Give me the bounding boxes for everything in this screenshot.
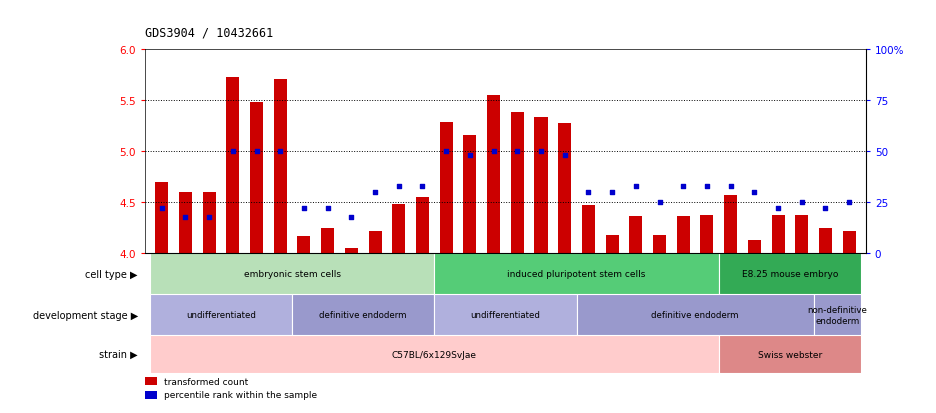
Point bbox=[201, 214, 216, 221]
Point bbox=[272, 148, 287, 155]
Point bbox=[510, 148, 525, 155]
Bar bbox=[534, 118, 548, 254]
Bar bbox=[771, 215, 784, 254]
Text: percentile rank within the sample: percentile rank within the sample bbox=[164, 391, 317, 399]
Bar bbox=[719, 336, 861, 373]
Bar bbox=[155, 183, 168, 254]
Text: C57BL/6x129SvJae: C57BL/6x129SvJae bbox=[392, 350, 476, 358]
Bar bbox=[298, 237, 311, 254]
Bar bbox=[434, 254, 719, 295]
Bar bbox=[842, 231, 856, 254]
Bar bbox=[273, 80, 286, 254]
Bar bbox=[434, 295, 577, 336]
Point bbox=[344, 214, 358, 221]
Bar bbox=[511, 113, 524, 254]
Point bbox=[415, 183, 430, 190]
Bar bbox=[719, 254, 861, 295]
Point bbox=[628, 183, 643, 190]
Text: development stage ▶: development stage ▶ bbox=[33, 310, 138, 320]
Bar bbox=[202, 192, 215, 254]
Point bbox=[439, 148, 454, 155]
Bar bbox=[179, 192, 192, 254]
Point bbox=[297, 206, 312, 212]
Point bbox=[770, 206, 785, 212]
Bar bbox=[392, 205, 405, 254]
Point bbox=[652, 199, 667, 206]
Bar bbox=[150, 295, 292, 336]
Bar bbox=[250, 103, 263, 254]
Text: induced pluripotent stem cells: induced pluripotent stem cells bbox=[507, 270, 646, 279]
Text: definitive endoderm: definitive endoderm bbox=[651, 311, 739, 320]
Point bbox=[534, 148, 548, 155]
Text: GDS3904 / 10432661: GDS3904 / 10432661 bbox=[145, 26, 273, 39]
Point bbox=[581, 189, 596, 196]
Bar bbox=[677, 216, 690, 254]
Bar bbox=[582, 206, 595, 254]
Bar bbox=[577, 295, 813, 336]
Bar bbox=[724, 196, 738, 254]
Bar bbox=[629, 216, 642, 254]
Text: definitive endoderm: definitive endoderm bbox=[319, 311, 407, 320]
Bar bbox=[463, 135, 476, 254]
Point bbox=[747, 189, 762, 196]
Bar bbox=[440, 123, 453, 254]
Text: non-definitive
endoderm: non-definitive endoderm bbox=[808, 306, 868, 325]
Point bbox=[391, 183, 406, 190]
Bar bbox=[145, 377, 157, 385]
Point bbox=[795, 199, 810, 206]
Bar bbox=[606, 235, 619, 254]
Bar bbox=[487, 95, 500, 254]
Text: embryonic stem cells: embryonic stem cells bbox=[243, 270, 341, 279]
Text: undifferentiated: undifferentiated bbox=[186, 311, 256, 320]
Point bbox=[605, 189, 620, 196]
Point bbox=[557, 152, 572, 159]
Point bbox=[249, 148, 264, 155]
Point bbox=[178, 214, 193, 221]
Bar bbox=[369, 231, 382, 254]
Bar bbox=[150, 254, 434, 295]
Point bbox=[154, 206, 169, 212]
Bar bbox=[344, 249, 358, 254]
Bar bbox=[700, 215, 713, 254]
Point bbox=[226, 148, 241, 155]
Point bbox=[841, 199, 856, 206]
Text: cell type ▶: cell type ▶ bbox=[85, 269, 138, 279]
Point bbox=[676, 183, 691, 190]
Bar bbox=[819, 228, 832, 254]
Text: Swiss webster: Swiss webster bbox=[758, 350, 822, 358]
Text: strain ▶: strain ▶ bbox=[99, 349, 138, 359]
Bar bbox=[416, 198, 429, 254]
Point bbox=[818, 206, 833, 212]
Bar bbox=[558, 124, 571, 254]
Bar bbox=[748, 241, 761, 254]
Point bbox=[368, 189, 383, 196]
Text: undifferentiated: undifferentiated bbox=[471, 311, 540, 320]
Point bbox=[320, 206, 335, 212]
Bar bbox=[796, 215, 809, 254]
Point bbox=[699, 183, 714, 190]
Text: E8.25 mouse embryo: E8.25 mouse embryo bbox=[741, 270, 838, 279]
Point bbox=[486, 148, 501, 155]
Bar bbox=[813, 295, 861, 336]
Bar bbox=[150, 336, 719, 373]
Bar bbox=[227, 78, 240, 254]
Bar bbox=[653, 235, 666, 254]
Bar bbox=[145, 391, 157, 399]
Point bbox=[724, 183, 739, 190]
Bar bbox=[321, 228, 334, 254]
Bar bbox=[292, 295, 434, 336]
Point bbox=[462, 152, 477, 159]
Text: transformed count: transformed count bbox=[164, 377, 248, 386]
